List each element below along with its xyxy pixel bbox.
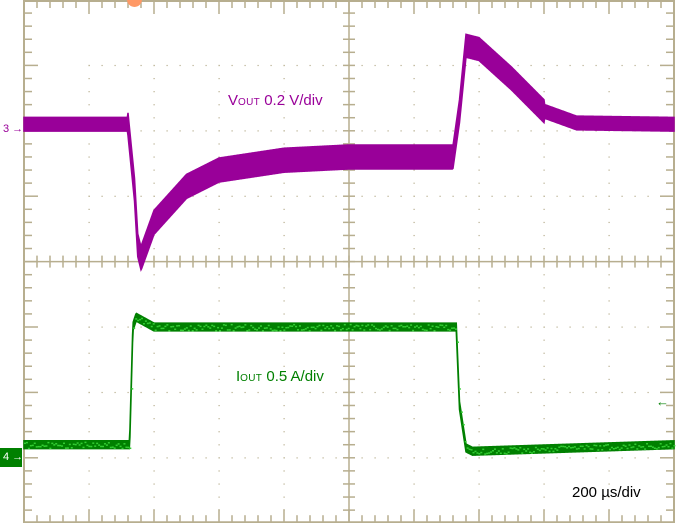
iout-scale-label: IOUT 0.5 A/div [236,368,324,385]
trigger-level-arrow-icon: ← [656,394,669,409]
channel-3-marker: 3 → [3,123,23,135]
iout-subscript: OUT [240,373,262,384]
waveform-plot [0,0,676,523]
channel-4-marker: 4 → [0,448,22,467]
vout-symbol: V [228,92,238,109]
oscilloscope-display: 3 → 4 → ← VOUT 0.2 V/div IOUT 0.5 A/div … [0,0,676,523]
vout-scale: 0.2 V/div [260,92,323,109]
iout-scale: 0.5 A/div [262,368,324,385]
vout-subscript: OUT [238,97,260,108]
vout-scale-label: VOUT 0.2 V/div [228,92,323,109]
timebase-label: 200 µs/div [572,484,641,501]
